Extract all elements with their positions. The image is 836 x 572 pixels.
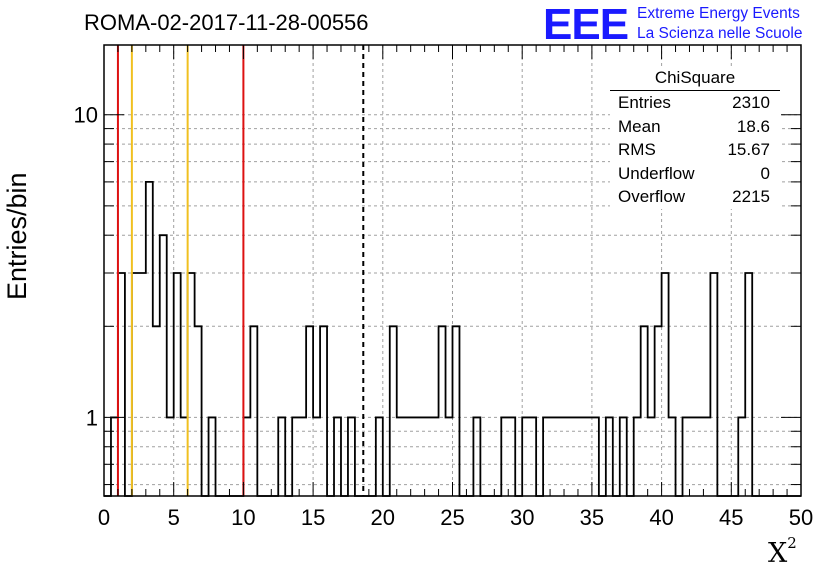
stats-row: Mean 18.6 (610, 115, 780, 139)
stats-value: 2310 (732, 93, 770, 112)
x-tick-label: 15 (301, 505, 325, 530)
stats-value: 15.67 (727, 140, 770, 159)
x-axis-label-superscript: 2 (787, 534, 797, 552)
stats-value: 18.6 (736, 116, 770, 136)
axis-ticks (103, 45, 802, 496)
stats-row: Underflow 0 (610, 162, 780, 186)
y-axis-label: Entries/bin (2, 172, 32, 300)
chart-title: ROMA-02-2017-11-28-00556 (84, 10, 369, 35)
x-axis-label-text: X (768, 538, 788, 569)
stats-label: Overflow (618, 187, 686, 206)
y-tick-label: 1 (86, 405, 98, 430)
stats-row: Entries 2310 (610, 91, 780, 115)
x-tick-label: 45 (719, 505, 743, 530)
x-tick-label: 50 (789, 505, 813, 530)
y-tick-labels: 1 10 (74, 103, 98, 431)
stats-title: ChiSquare (610, 66, 780, 91)
x-tick-label: 0 (98, 505, 110, 530)
y-tick-label: 10 (74, 103, 98, 128)
stats-box: ChiSquare Entries 2310 Mean 18.6 RMS 15.… (610, 66, 780, 209)
x-tick-label: 25 (440, 505, 464, 530)
x-tick-label: 5 (168, 505, 180, 530)
x-tick-label: 10 (231, 505, 255, 530)
x-axis-label: X2 (768, 534, 797, 569)
eee-logo: EEE (543, 0, 629, 49)
x-tick-label: 40 (649, 505, 673, 530)
stats-label: Mean (618, 116, 661, 136)
x-tick-label: 20 (371, 505, 395, 530)
stats-row: Overflow 2215 (610, 185, 780, 209)
stats-value: 2215 (732, 187, 770, 206)
stats-value: 0 (760, 163, 770, 183)
stats-label: Underflow (618, 163, 695, 183)
stats-label: RMS (618, 140, 656, 159)
reference-lines (116, 45, 365, 496)
stats-label: Entries (618, 93, 671, 112)
logo-line-2: La Scienza nelle Scuole (637, 25, 803, 42)
logo-line-1: Extreme Energy Events (637, 5, 800, 22)
x-tick-label: 30 (510, 505, 534, 530)
stats-row: RMS 15.67 (610, 138, 780, 162)
x-tick-label: 35 (580, 505, 604, 530)
x-tick-labels: 0 5 10 15 20 25 30 35 40 45 50 (98, 505, 813, 530)
